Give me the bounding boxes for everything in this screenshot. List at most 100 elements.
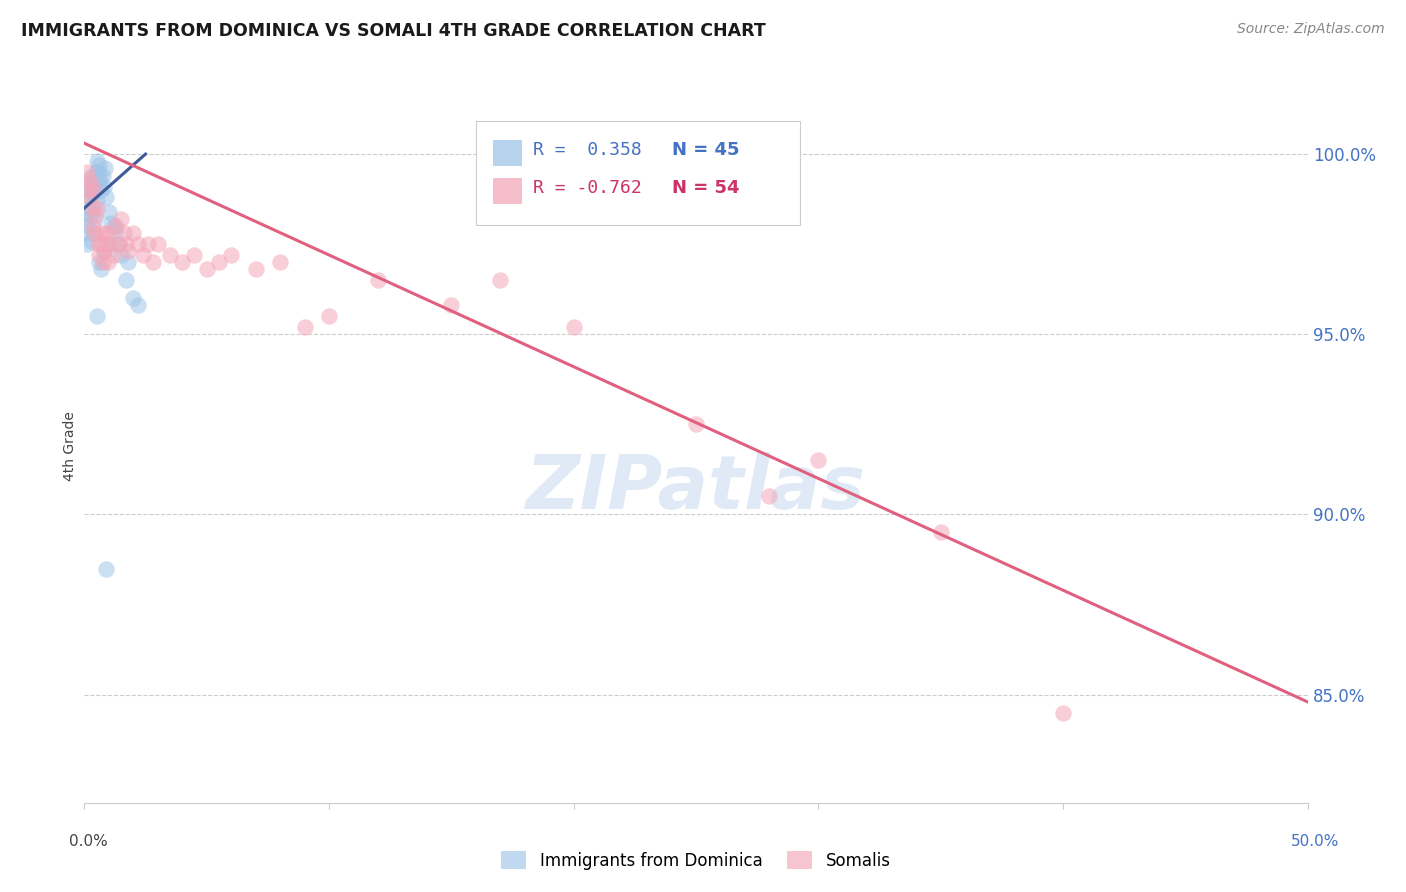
Point bbox=[90, 262, 112, 277]
Point bbox=[96, 190, 118, 204]
Point bbox=[112, 227, 135, 241]
Point bbox=[94, 161, 117, 176]
Point bbox=[93, 244, 115, 259]
Point bbox=[83, 183, 105, 197]
Point bbox=[107, 237, 129, 252]
Text: R = -0.762: R = -0.762 bbox=[533, 178, 643, 196]
Point bbox=[115, 237, 138, 252]
Point bbox=[77, 176, 100, 190]
Point bbox=[80, 201, 103, 215]
Point bbox=[87, 158, 110, 172]
Point bbox=[172, 255, 194, 269]
Point bbox=[75, 227, 97, 241]
Point bbox=[79, 190, 101, 204]
Point bbox=[105, 223, 128, 237]
Point bbox=[77, 201, 100, 215]
Point bbox=[122, 227, 145, 241]
Point bbox=[83, 201, 105, 215]
Point bbox=[89, 227, 111, 241]
Point bbox=[142, 255, 165, 269]
Point bbox=[79, 208, 101, 222]
FancyBboxPatch shape bbox=[494, 140, 522, 166]
Point bbox=[83, 227, 105, 241]
Point bbox=[929, 525, 952, 540]
FancyBboxPatch shape bbox=[475, 121, 800, 225]
Point bbox=[219, 248, 242, 262]
Point bbox=[96, 237, 118, 252]
Point bbox=[91, 169, 114, 183]
Point bbox=[127, 237, 149, 252]
Point bbox=[75, 211, 97, 226]
Point bbox=[87, 165, 110, 179]
Point bbox=[115, 273, 138, 287]
Point bbox=[318, 310, 340, 324]
Point bbox=[136, 237, 159, 252]
Point bbox=[107, 237, 129, 252]
Text: 0.0%: 0.0% bbox=[69, 834, 108, 848]
Text: ZIPatlas: ZIPatlas bbox=[526, 452, 866, 525]
Point bbox=[127, 298, 149, 312]
Text: N = 54: N = 54 bbox=[672, 178, 740, 196]
Point bbox=[103, 248, 125, 262]
Point bbox=[76, 237, 98, 252]
Legend: Immigrants from Dominica, Somalis: Immigrants from Dominica, Somalis bbox=[495, 845, 897, 877]
Point bbox=[77, 183, 100, 197]
Point bbox=[83, 227, 105, 241]
Point bbox=[1052, 706, 1074, 720]
Point bbox=[110, 211, 132, 226]
Point bbox=[146, 237, 169, 252]
Point bbox=[87, 248, 110, 262]
Y-axis label: 4th Grade: 4th Grade bbox=[63, 411, 77, 481]
Point bbox=[159, 248, 181, 262]
Point bbox=[758, 490, 780, 504]
Point bbox=[440, 298, 463, 312]
Point bbox=[94, 227, 117, 241]
Point bbox=[97, 227, 120, 241]
Point bbox=[80, 176, 103, 190]
Point bbox=[685, 417, 707, 432]
Point bbox=[87, 176, 110, 190]
Point bbox=[117, 244, 139, 259]
Point bbox=[245, 262, 267, 277]
Point bbox=[82, 183, 104, 197]
Point bbox=[89, 172, 111, 186]
Point bbox=[82, 219, 104, 234]
Point bbox=[269, 255, 291, 269]
Point bbox=[86, 194, 108, 208]
Text: N = 45: N = 45 bbox=[672, 141, 740, 159]
Text: R =  0.358: R = 0.358 bbox=[533, 141, 643, 159]
Point bbox=[76, 165, 98, 179]
Point bbox=[100, 237, 122, 252]
Point bbox=[77, 172, 100, 186]
Point bbox=[84, 179, 107, 194]
Point bbox=[489, 273, 512, 287]
Point bbox=[294, 320, 316, 334]
Point bbox=[122, 291, 145, 305]
Point bbox=[93, 244, 115, 259]
Text: IMMIGRANTS FROM DOMINICA VS SOMALI 4TH GRADE CORRELATION CHART: IMMIGRANTS FROM DOMINICA VS SOMALI 4TH G… bbox=[21, 22, 766, 40]
Point bbox=[97, 255, 120, 269]
Point bbox=[86, 310, 108, 324]
Point bbox=[91, 255, 114, 269]
Point bbox=[84, 208, 107, 222]
Point bbox=[82, 169, 104, 183]
Point bbox=[86, 154, 108, 169]
Point bbox=[132, 248, 155, 262]
Point bbox=[367, 273, 389, 287]
Point bbox=[110, 248, 132, 262]
Point bbox=[84, 165, 107, 179]
Point bbox=[93, 179, 115, 194]
Point bbox=[97, 204, 120, 219]
Point bbox=[562, 320, 585, 334]
Point bbox=[86, 201, 108, 215]
Point bbox=[90, 183, 112, 197]
Text: Source: ZipAtlas.com: Source: ZipAtlas.com bbox=[1237, 22, 1385, 37]
Point bbox=[76, 219, 98, 234]
Point bbox=[183, 248, 205, 262]
Point bbox=[100, 215, 122, 229]
Point bbox=[79, 190, 101, 204]
Point bbox=[103, 219, 125, 234]
Point bbox=[87, 255, 110, 269]
Point bbox=[195, 262, 218, 277]
Point bbox=[117, 255, 139, 269]
